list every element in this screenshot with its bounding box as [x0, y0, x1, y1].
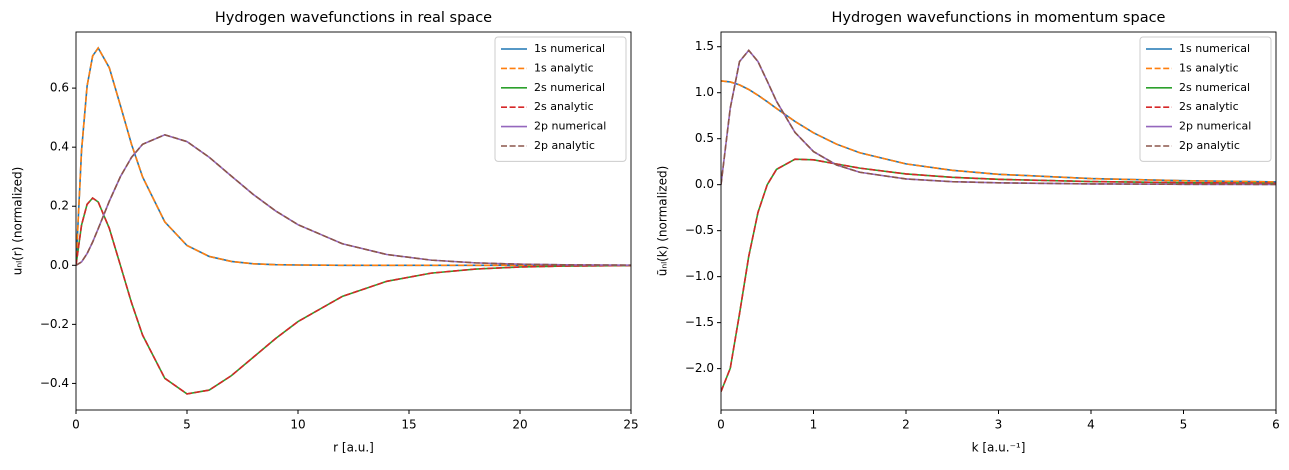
y-axis-label: ũₙₗ(k) (normalized) [656, 166, 670, 277]
y-tick-label: 1.5 [695, 39, 714, 53]
axes-frame [75, 31, 632, 411]
data-line [76, 196, 631, 395]
data-line [721, 80, 1276, 183]
x-tick-label: 5 [1180, 418, 1188, 432]
legend-label: 2s analytic [1179, 100, 1239, 113]
chart-title: Hydrogen wavefunctions in real space [215, 10, 492, 26]
legend-label: 1s numerical [1179, 42, 1250, 55]
x-tick-label: 20 [512, 418, 527, 432]
legend-label: 1s analytic [534, 61, 594, 74]
x-tick-label: 2 [902, 418, 910, 432]
y-tick-label: 0.4 [50, 140, 69, 154]
y-tick-label: 0.2 [50, 199, 69, 213]
y-tick-label: 0.0 [50, 258, 69, 272]
data-line [721, 49, 1276, 186]
x-axis-label: k [a.u.⁻¹] [972, 441, 1026, 455]
y-tick-label: 0.5 [695, 131, 714, 145]
legend-label: 2s numerical [534, 81, 605, 94]
y-tick-label: −0.5 [685, 223, 714, 237]
y-tick-label: 0.6 [50, 81, 69, 95]
y-tick-label: −0.4 [40, 376, 69, 390]
data-line [76, 46, 631, 267]
data-line [76, 196, 631, 395]
legend-box [494, 36, 627, 162]
y-tick-label: 0.0 [695, 177, 714, 191]
x-tick-label: 10 [290, 418, 305, 432]
x-tick-label: 15 [401, 418, 416, 432]
x-axis-label: r [a.u.] [333, 441, 374, 455]
y-tick-label: −0.2 [40, 317, 69, 331]
x-tick-label: 0 [717, 418, 725, 432]
chart-title: Hydrogen wavefunctions in momentum space [832, 10, 1166, 26]
x-tick-label: 25 [623, 418, 638, 432]
x-tick-label: 1 [810, 418, 818, 432]
data-line [76, 133, 631, 266]
legend-label: 2p numerical [534, 120, 606, 133]
y-axis-label: uₙₗ(r) (normalized) [11, 167, 25, 276]
x-tick-label: 5 [183, 418, 191, 432]
data-line [721, 158, 1276, 392]
y-tick-label: −1.0 [685, 269, 714, 283]
data-line [721, 158, 1276, 392]
legend-label: 2p numerical [1179, 120, 1251, 133]
legend-label: 1s analytic [1179, 61, 1239, 74]
legend-label: 2s numerical [1179, 81, 1250, 94]
legend-label: 2p analytic [534, 139, 595, 152]
y-tick-label: 1.0 [695, 85, 714, 99]
y-tick-label: −1.5 [685, 315, 714, 329]
legend-box [1139, 36, 1272, 162]
x-tick-label: 4 [1087, 418, 1095, 432]
legend-label: 1s numerical [534, 42, 605, 55]
x-tick-label: 0 [72, 418, 80, 432]
x-tick-label: 6 [1272, 418, 1280, 432]
legend-label: 2p analytic [1179, 139, 1240, 152]
y-tick-label: −2.0 [685, 361, 714, 375]
x-tick-label: 3 [995, 418, 1003, 432]
axes-frame [720, 31, 1277, 411]
legend-label: 2s analytic [534, 100, 594, 113]
